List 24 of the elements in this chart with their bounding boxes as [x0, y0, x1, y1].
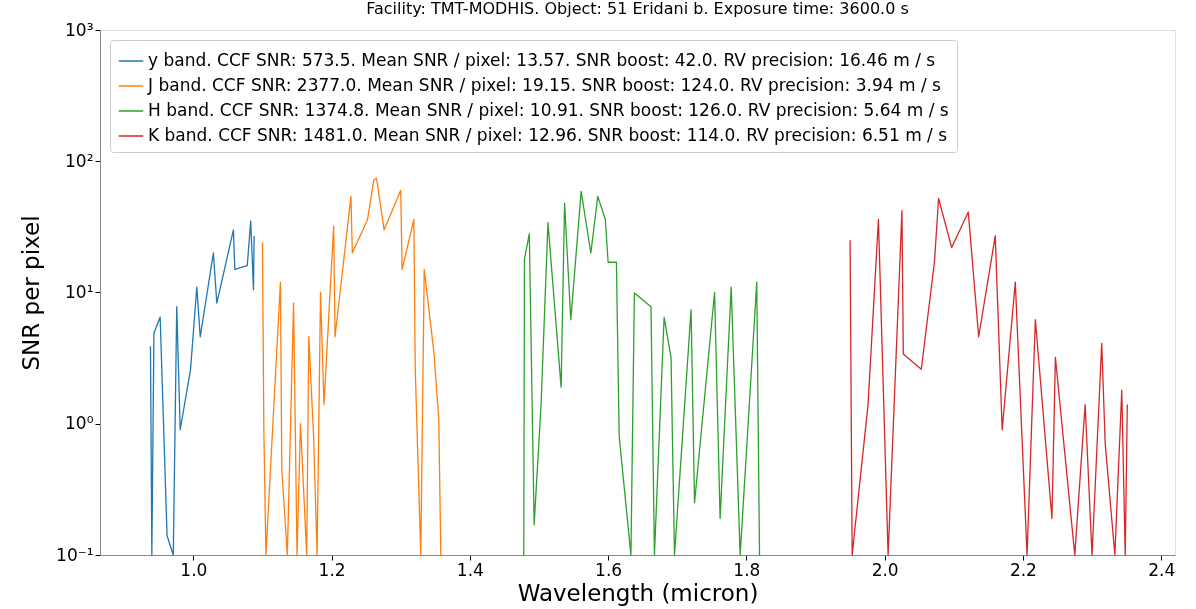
y-tick-label: 10¹	[65, 282, 94, 302]
x-tick-label: 2.2	[1009, 559, 1037, 580]
line-series	[523, 190, 761, 556]
y-tick-label: 10⁻¹	[56, 544, 94, 565]
legend-label: H band. CCF SNR: 1374.8. Mean SNR / pixel: 10.91. SNR boost: 126.0. RV precision: 5.64 m / s	[148, 100, 949, 120]
line-series	[149, 220, 255, 556]
x-tick-label: 1.0	[180, 559, 208, 580]
y-tick-label: 10³	[65, 19, 94, 40]
x-tick-label: 1.6	[595, 559, 623, 580]
y-tick-label: 10⁰	[65, 413, 94, 434]
x-tick-label: 1.8	[733, 559, 761, 580]
y-axis-title: SNR per pixel	[18, 215, 45, 371]
legend-label: J band. CCF SNR: 2377.0. Mean SNR / pixel: 19.15. SNR boost: 124.0. RV precision: 3.94 m / s	[147, 75, 942, 95]
x-tick-label: 2.4	[1148, 559, 1176, 580]
line-series	[261, 177, 442, 556]
legend-label: y band. CCF SNR: 573.5. Mean SNR / pixel: 13.57. SNR boost: 42.0. RV precision: 16.46 m / s	[148, 50, 936, 70]
x-tick-label: 2.0	[871, 559, 899, 580]
line-series	[849, 197, 1128, 556]
legend-label: K band. CCF SNR: 1481.0. Mean SNR / pixel: 12.96. SNR boost: 114.0. RV precision: 6.51 m / s	[148, 125, 948, 145]
y-tick-label: 10²	[65, 150, 94, 171]
chart-title: Facility: TMT-MODHIS. Object: 51 Eridani b. Exposure time: 3600.0 s	[366, 0, 909, 18]
x-tick-label: 1.4	[456, 559, 484, 580]
x-axis-title: Wavelength (micron)	[517, 579, 759, 606]
x-tick-label: 1.2	[318, 559, 346, 580]
